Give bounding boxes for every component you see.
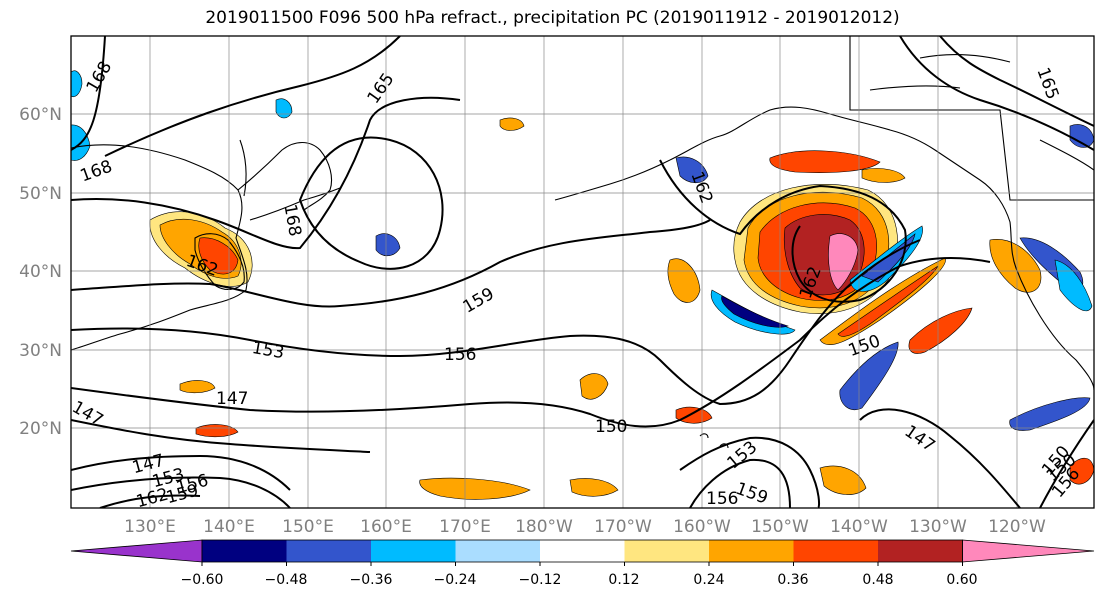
colorbar-segment bbox=[709, 540, 794, 562]
contour-south-west-2 bbox=[71, 476, 291, 508]
coast-asia bbox=[71, 144, 248, 351]
coastlines bbox=[71, 36, 1094, 449]
lon-label: 140°W bbox=[830, 517, 888, 537]
contour-147-east bbox=[859, 408, 1021, 508]
contour-168-west bbox=[71, 36, 106, 151]
lat-label: 30°N bbox=[19, 341, 62, 361]
colorbar-segment bbox=[540, 540, 625, 562]
longitude-labels: 130°E 140°E 150°E 160°E 170°E 180°W 170°… bbox=[124, 517, 1046, 537]
contour-label: 156 bbox=[706, 489, 738, 509]
lat-label: 50°N bbox=[19, 184, 62, 204]
colorbar-segment bbox=[286, 540, 371, 562]
colorbar-tick-label: −0.36 bbox=[350, 572, 393, 588]
colorbar-tick-labels: −0.60 −0.48 −0.36 −0.24 −0.12 0.12 0.24 … bbox=[181, 572, 978, 588]
colorbar-segment bbox=[624, 540, 709, 562]
contour-label: 150 bbox=[595, 417, 627, 437]
colorbar-tick-label: −0.48 bbox=[265, 572, 308, 588]
contour-label: 162 bbox=[134, 485, 171, 513]
graticule bbox=[71, 36, 1094, 508]
lon-label: 160°E bbox=[360, 517, 412, 537]
precipitation-shading bbox=[71, 70, 1094, 500]
map-title: 2019011500 F096 500 hPa refract., precip… bbox=[205, 8, 900, 28]
precip-positive-streak bbox=[819, 257, 946, 345]
lon-label: 150°W bbox=[751, 517, 809, 537]
refractivity-contours bbox=[71, 36, 1094, 508]
colorbar-segment bbox=[202, 540, 287, 562]
colorbar-tick-label: 0.24 bbox=[693, 572, 724, 588]
coast-kuril bbox=[249, 187, 341, 221]
colorbar-outline bbox=[201, 539, 963, 563]
colorbar-segment bbox=[371, 540, 456, 562]
contour-162-alaska bbox=[659, 159, 907, 303]
colorbar-tick-label: 0.60 bbox=[946, 572, 977, 588]
colorbar-tick-label: 0.48 bbox=[862, 572, 893, 588]
colorbar-segment bbox=[793, 540, 878, 562]
colorbar-tick-label: −0.12 bbox=[519, 572, 562, 588]
contour-159 bbox=[71, 219, 711, 308]
contour-162-ridge bbox=[71, 96, 461, 250]
colorbar-tick-label: 0.36 bbox=[777, 572, 808, 588]
lat-label: 20°N bbox=[19, 419, 62, 439]
contour-150 bbox=[71, 256, 991, 428]
lon-label: 130°E bbox=[124, 517, 176, 537]
colorbar-extend-low bbox=[70, 539, 203, 563]
coast-japan bbox=[194, 233, 245, 291]
colorbar-extend-high bbox=[962, 539, 1095, 563]
map-canvas: 168 165 168 162 168 159 153 156 147 147 … bbox=[71, 36, 1094, 513]
coast-sakhalin bbox=[239, 139, 247, 197]
latitude-labels: 60°N 50°N 40°N 30°N 20°N bbox=[19, 105, 62, 439]
contour-147-west bbox=[71, 419, 371, 453]
lon-label: 170°E bbox=[439, 517, 491, 537]
coast-north bbox=[849, 36, 1094, 201]
colorbar-tick-label: 0.12 bbox=[608, 572, 639, 588]
contour-south-west-3 bbox=[99, 494, 201, 508]
colorbar-segment bbox=[878, 540, 963, 562]
contour-165-north bbox=[104, 36, 401, 157]
lat-label: 40°N bbox=[19, 262, 62, 282]
coast-aleutian bbox=[554, 159, 671, 201]
lon-label: 120°W bbox=[988, 517, 1046, 537]
contour-165-ne bbox=[939, 36, 1094, 127]
lon-label: 140°E bbox=[203, 517, 255, 537]
contour-label: 147 bbox=[216, 389, 248, 409]
contour-150-east bbox=[1039, 419, 1094, 508]
colorbar-tick-label: −0.60 bbox=[181, 572, 224, 588]
coast-kamchatka bbox=[237, 141, 333, 211]
contour-labels: 168 165 168 162 168 159 153 156 147 147 … bbox=[71, 58, 1084, 513]
contour-162-ne bbox=[899, 36, 1094, 151]
lon-label: 160°W bbox=[673, 517, 731, 537]
lat-label: 60°N bbox=[19, 105, 62, 125]
contour-168-loop bbox=[298, 136, 444, 270]
contour-south-west-1 bbox=[71, 454, 291, 491]
coast-alaska bbox=[669, 106, 1094, 391]
lon-label: 180°W bbox=[515, 517, 573, 537]
contour-label: 156 bbox=[444, 345, 476, 365]
lon-label: 150°E bbox=[282, 517, 334, 537]
contour-153-156 bbox=[71, 239, 921, 406]
colorbar-tick-label: −0.24 bbox=[434, 572, 477, 588]
map-frame bbox=[70, 35, 1095, 509]
lon-label: 130°W bbox=[909, 517, 967, 537]
colorbar-segment bbox=[455, 540, 540, 562]
contour-153-east bbox=[679, 436, 820, 508]
contour-156-east bbox=[689, 458, 791, 508]
lon-label: 170°W bbox=[594, 517, 652, 537]
colorbar bbox=[70, 539, 1095, 566]
